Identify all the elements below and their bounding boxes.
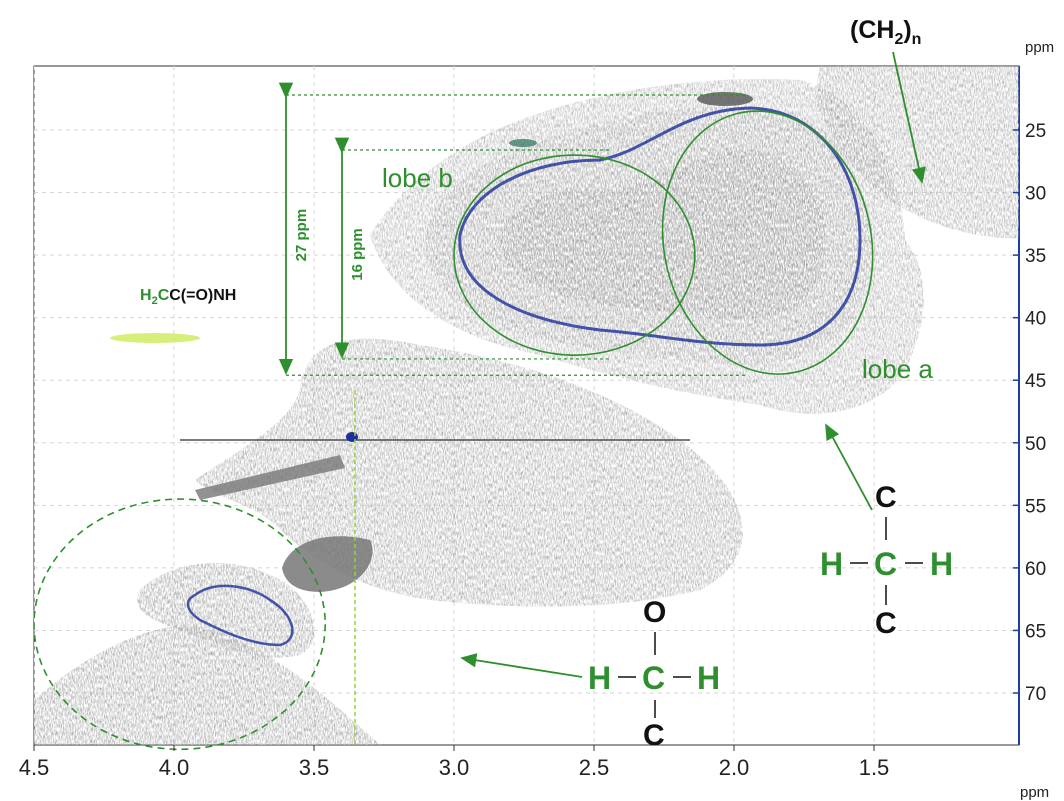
y-tick-label-55: 55 [1025,496,1046,517]
y-unit-label: ppm [1025,39,1054,56]
x-tick-label-3.0: 3.0 [439,755,470,780]
y-tick-label-65: 65 [1025,621,1046,642]
top-gray-feature [697,92,753,106]
x-tick-label-3.5: 3.5 [299,755,330,780]
ch-mid-h1: H [820,546,843,582]
x-tick-label-2.0: 2.0 [719,755,750,780]
ch2n-n: n [912,31,922,48]
y-tick-label-30: 30 [1025,184,1046,205]
y-tick-label-50: 50 [1025,434,1046,455]
lobe-a-label: lobe a [862,354,933,384]
left-green-smear [110,333,200,343]
ch-mid-h2: H [930,546,953,582]
x-tick-label-4.0: 4.0 [159,755,190,780]
ch-o-bottom: C [643,719,665,752]
ch-o-top: O [643,596,666,629]
x-tick-label-4.5: 4.5 [19,755,50,780]
y-tick-label-45: 45 [1025,371,1046,392]
ch2n-close: ) [903,16,911,44]
y-tick-label-70: 70 [1025,684,1046,705]
x-tick-label-2.5: 2.5 [579,755,610,780]
lobe-b-label: lobe b [382,163,453,193]
cross-peak [346,432,358,442]
small-dark-feature [509,139,537,147]
ch-mid-c: C [874,546,897,582]
y-tick-label-25: 25 [1025,121,1046,142]
ch-mid-bottom: C [875,607,897,640]
ch2n-sub: 2 [894,31,903,48]
ch-mid-top: C [875,481,897,514]
ch2n-main: (CH [850,16,894,44]
y-tick-label-40: 40 [1025,309,1046,330]
y-tick-label-60: 60 [1025,559,1046,580]
x-tick-label-1.5: 1.5 [859,755,890,780]
ch-o-h1: H [588,660,611,696]
ch-o-c: C [642,660,665,696]
y-tick-label-35: 35 [1025,246,1046,267]
amide-c: C [158,287,170,304]
x-axis: 4.5 4.0 3.5 3.0 2.5 2.0 1.5 [19,745,890,780]
amide-rest: C(=O)NH [169,287,236,304]
amide-h: H [140,287,152,304]
dimension-label-16-ppm: 16 ppm [349,228,366,281]
dimension-label-27-ppm: 27 ppm [293,209,310,262]
x-unit-label: ppm [1020,784,1049,801]
ch2n-label: (CH2)n [850,16,921,48]
ch-o-h2: H [697,660,720,696]
